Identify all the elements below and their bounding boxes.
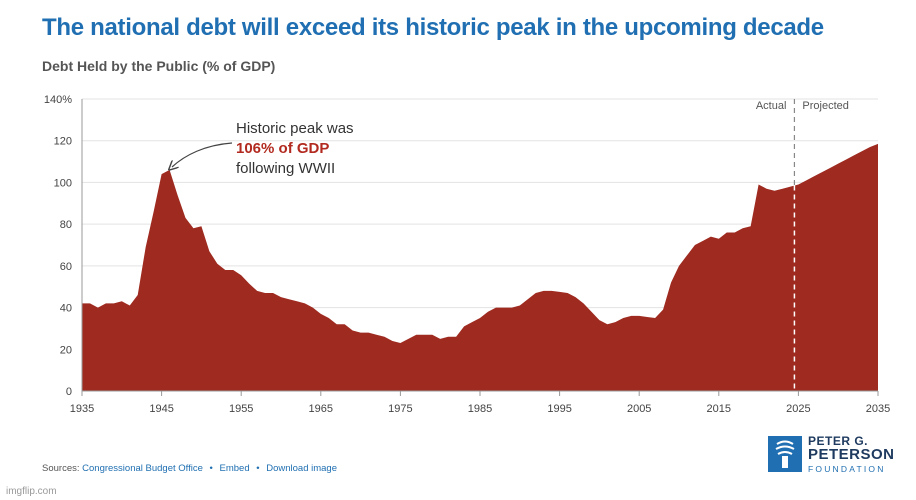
y-tick-label: 100 bbox=[54, 177, 72, 189]
logo-line3: FOUNDATION bbox=[808, 464, 886, 474]
projected-label: Projected bbox=[802, 100, 848, 112]
separator-dot: • bbox=[256, 463, 260, 474]
axes: 0 20 40 60 80 100 120 140% 1935 1945 1955 1965 1975 1… bbox=[44, 94, 890, 415]
annotation-arrow bbox=[172, 142, 233, 167]
x-tick-label: 1945 bbox=[149, 403, 173, 415]
x-tick-label: 1985 bbox=[468, 403, 492, 415]
imgflip-watermark: imgflip.com bbox=[6, 486, 57, 497]
actual-label: Actual bbox=[756, 100, 787, 112]
chart-subtitle: Debt Held by the Public (% of GDP) bbox=[42, 58, 276, 74]
x-tick-label: 1965 bbox=[309, 403, 333, 415]
y-tick-label: 80 bbox=[60, 219, 72, 231]
y-tick-label: 20 bbox=[60, 344, 72, 356]
source-link-cbo[interactable]: Congressional Budget Office bbox=[82, 463, 203, 474]
x-tick-label: 2015 bbox=[707, 403, 731, 415]
logo-line2: PETERSON bbox=[808, 446, 895, 463]
y-tick-label: 120 bbox=[54, 136, 72, 148]
x-tick-label: 1935 bbox=[70, 403, 94, 415]
x-tick-label: 1995 bbox=[547, 403, 571, 415]
y-tick-label: 40 bbox=[60, 303, 72, 315]
annotation-line3: following WWII bbox=[236, 160, 335, 177]
peak-annotation: Historic peak was 106% of GDP following … bbox=[172, 120, 354, 177]
logo-line1: PETER G. bbox=[808, 434, 869, 448]
chart-title: The national debt will exceed its histor… bbox=[42, 14, 824, 41]
sources-prefix: Sources: bbox=[42, 463, 80, 474]
x-tick-label: 2025 bbox=[786, 403, 810, 415]
x-tick-label: 1975 bbox=[388, 403, 412, 415]
torch-icon bbox=[768, 436, 802, 472]
peterson-foundation-logo[interactable]: PETER G. PETERSON FOUNDATION bbox=[768, 434, 898, 474]
x-tick-label: 2035 bbox=[866, 403, 890, 415]
y-tick-label: 0 bbox=[66, 386, 72, 398]
y-tick-label: 140% bbox=[44, 94, 72, 106]
annotation-line2: 106% of GDP bbox=[236, 140, 329, 157]
download-image-link[interactable]: Download image bbox=[266, 463, 337, 474]
debt-area bbox=[82, 143, 878, 391]
embed-link[interactable]: Embed bbox=[219, 463, 250, 474]
y-tick-label: 60 bbox=[60, 261, 72, 273]
annotation-line1: Historic peak was bbox=[236, 120, 354, 137]
sources-line: Sources: Congressional Budget Office • E… bbox=[42, 463, 337, 474]
x-tick-label: 2005 bbox=[627, 403, 651, 415]
separator-dot: • bbox=[209, 463, 213, 474]
x-tick-label: 1955 bbox=[229, 403, 253, 415]
